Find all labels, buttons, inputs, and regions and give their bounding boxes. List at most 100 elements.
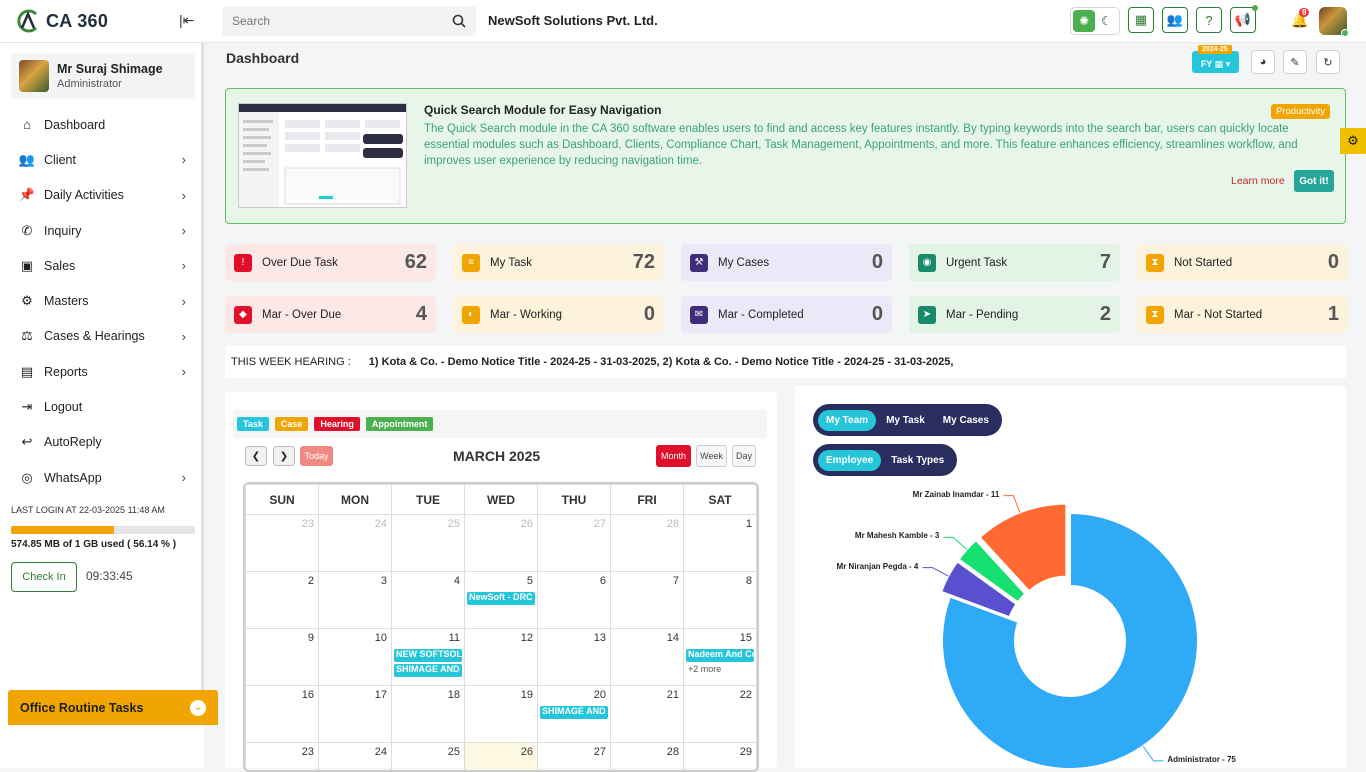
sidebar-item-sales[interactable]: ▣Sales›: [0, 248, 204, 283]
sidebar-item-reports[interactable]: ▤Reports›: [0, 354, 204, 389]
next-month-button[interactable]: ❯: [273, 446, 295, 466]
day-view-button[interactable]: Day: [732, 445, 756, 467]
calendar-day-cell[interactable]: 1: [684, 515, 757, 572]
hearing-text[interactable]: 1) Kota & Co. - Demo Notice Title - 2024…: [369, 356, 954, 368]
calendar-event[interactable]: NewSoft - DRC I: [467, 592, 535, 605]
sidebar-item-daily-activities[interactable]: 📌Daily Activities›: [0, 178, 204, 213]
calendar-day-cell[interactable]: 4: [392, 572, 465, 629]
sidebar-item-autoreply[interactable]: ↩AutoReply: [0, 425, 204, 460]
calendar-day-cell[interactable]: 25: [392, 515, 465, 572]
sidebar-item-dashboard[interactable]: ⌂Dashboard: [0, 107, 204, 142]
calendar-day-cell[interactable]: 13: [538, 629, 611, 686]
calendar-day-cell[interactable]: 18: [392, 686, 465, 743]
got-it-button[interactable]: Got it!: [1294, 170, 1334, 192]
calendar-day-cell[interactable]: 24: [319, 515, 392, 572]
calendar-day-cell[interactable]: 7: [611, 572, 684, 629]
calendar-day-cell[interactable]: 22: [684, 686, 757, 743]
chevron-right-icon[interactable]: ›: [182, 294, 186, 309]
stat-label: Mar - Completed: [718, 309, 804, 321]
search-input[interactable]: [232, 14, 432, 28]
chevron-right-icon[interactable]: ›: [182, 470, 186, 485]
learn-more-link[interactable]: Learn more: [1231, 175, 1285, 187]
pin-icon[interactable]: ✎: [1283, 50, 1307, 74]
theme-toggle[interactable]: ✺ ☾: [1070, 7, 1120, 35]
month-view-button[interactable]: Month: [656, 445, 691, 467]
week-view-button[interactable]: Week: [696, 445, 727, 467]
storage-progress-fill: [11, 526, 114, 534]
apps-icon[interactable]: ▦: [1128, 7, 1154, 33]
calendar-event[interactable]: SHIMAGE AND I: [394, 664, 462, 677]
sidebar-item-whatsapp[interactable]: ◎WhatsApp›: [0, 460, 204, 495]
prev-month-button[interactable]: ❮: [245, 446, 267, 466]
app-logo[interactable]: CA 360: [14, 8, 108, 34]
calendar-day-cell[interactable]: 9: [246, 629, 319, 686]
calendar-day-cell[interactable]: 26: [465, 515, 538, 572]
chevron-right-icon[interactable]: ›: [182, 329, 186, 344]
settings-gear-icon[interactable]: ⚙: [1340, 128, 1366, 154]
sun-icon[interactable]: ✺: [1073, 10, 1095, 32]
moon-icon[interactable]: ☾: [1101, 14, 1112, 28]
pie-chart-icon[interactable]: ◕: [1251, 50, 1275, 74]
calendar-day-cell[interactable]: 16: [246, 686, 319, 743]
fy-selector[interactable]: 2024-25 FY ▦ ▾: [1192, 51, 1239, 73]
search-icon[interactable]: [452, 14, 466, 28]
today-button[interactable]: Today: [300, 446, 333, 466]
calendar-day-cell[interactable]: 8: [684, 572, 757, 629]
sidebar-item-inquiry[interactable]: ✆Inquiry›: [0, 213, 204, 248]
calendar-day-cell[interactable]: 14: [611, 629, 684, 686]
refresh-icon[interactable]: ↻: [1316, 50, 1340, 74]
check-in-button[interactable]: Check In: [11, 562, 77, 592]
notification-bell-icon[interactable]: 🔔9: [1291, 12, 1308, 29]
chevron-right-icon[interactable]: ›: [182, 152, 186, 167]
calendar-day-cell[interactable]: 17: [319, 686, 392, 743]
sidebar-scrollbar[interactable]: [201, 43, 204, 723]
more-events-link[interactable]: +2 more: [688, 664, 721, 674]
calendar-day-cell[interactable]: 12: [465, 629, 538, 686]
chevron-down-icon[interactable]: ⌄: [190, 700, 206, 716]
calendar-day-cell[interactable]: 3: [319, 572, 392, 629]
chevron-right-icon[interactable]: ›: [182, 188, 186, 203]
user-avatar: [19, 60, 49, 92]
sidebar-item-cases-hearings[interactable]: ⚖Cases & Hearings›: [0, 319, 204, 354]
calendar-event[interactable]: Nadeem And Co: [686, 649, 754, 662]
user-card[interactable]: Mr Suraj Shimage Administrator: [11, 53, 195, 99]
day-number: 10: [375, 632, 387, 644]
calendar-day-cell[interactable]: 23: [246, 515, 319, 572]
team-icon[interactable]: 👥: [1162, 7, 1188, 33]
calendar-day-cell[interactable]: 19: [465, 686, 538, 743]
calendar-event[interactable]: NEW SOFTSOLU: [394, 649, 462, 662]
search-box[interactable]: [222, 6, 476, 36]
calendar-day-cell[interactable]: 6: [538, 572, 611, 629]
calendar-event[interactable]: SHIMAGE AND I: [540, 706, 608, 719]
sidebar-item-logout[interactable]: ⇥Logout: [0, 389, 204, 424]
chevron-right-icon[interactable]: ›: [182, 258, 186, 273]
calendar-day-cell[interactable]: 27: [538, 515, 611, 572]
calendar-day-cell[interactable]: 2: [246, 572, 319, 629]
collapse-sidebar-icon[interactable]: |⇤: [179, 12, 194, 29]
calendar-day-cell[interactable]: 28: [611, 515, 684, 572]
sidebar-item-masters[interactable]: ⚙Masters›: [0, 283, 204, 318]
help-icon[interactable]: ?: [1196, 7, 1222, 33]
profile-avatar[interactable]: [1319, 7, 1347, 35]
sidebar-item-client[interactable]: 👥Client›: [0, 142, 204, 177]
calendar-day-cell[interactable]: 21: [611, 686, 684, 743]
office-routine-tasks-button[interactable]: Office Routine Tasks ⌄: [8, 690, 218, 725]
chevron-right-icon[interactable]: ›: [182, 364, 186, 379]
chevron-right-icon[interactable]: ›: [182, 223, 186, 238]
announcement-icon[interactable]: 📢: [1230, 7, 1256, 33]
calendar-day-cell[interactable]: 10: [319, 629, 392, 686]
